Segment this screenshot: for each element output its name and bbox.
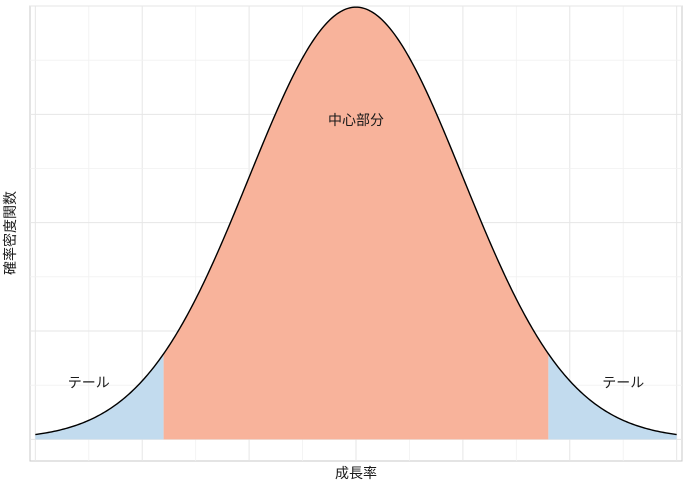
shaded-regions xyxy=(35,7,677,440)
density-curve xyxy=(35,6,677,436)
region-2 xyxy=(548,353,677,440)
region-1 xyxy=(163,7,549,440)
y-axis-label: 確率密度関数 xyxy=(2,191,19,275)
x-axis-label: 成長率 xyxy=(335,465,377,482)
region-0 xyxy=(35,353,164,440)
annotation-1: 中心部分 xyxy=(328,113,384,129)
annotation-0: テール xyxy=(68,375,110,391)
annotation-2: テール xyxy=(602,375,644,391)
